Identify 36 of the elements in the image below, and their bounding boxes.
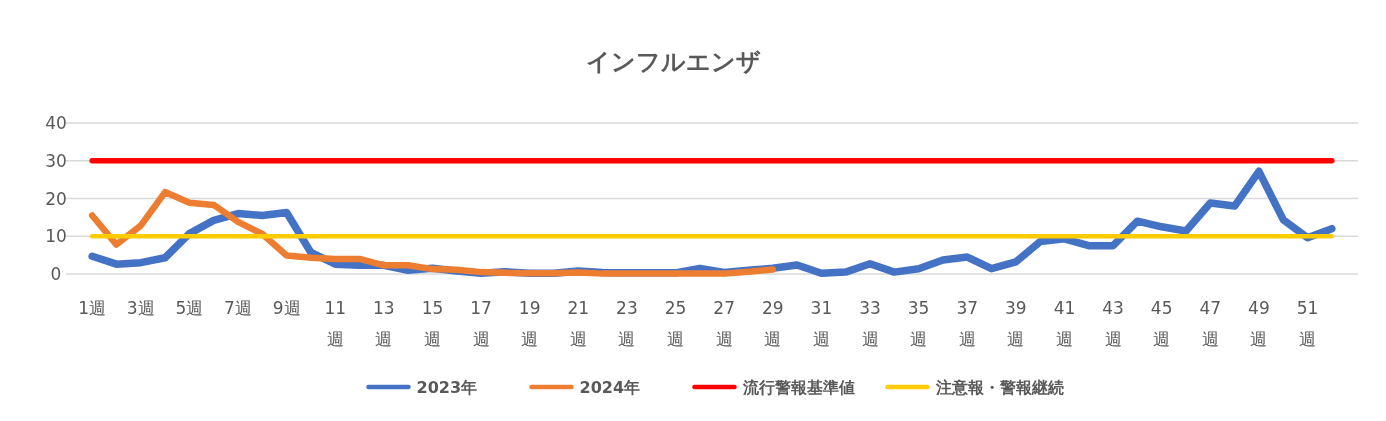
x-tick-label: 49週 [1248,298,1270,349]
y-tick-label: 10 [45,226,67,247]
x-tick-label: 39週 [1005,298,1027,349]
x-tick-label: 51週 [1296,298,1319,349]
x-tick-label: 43週 [1102,298,1124,349]
x-tick-label: 15週 [421,298,444,349]
y-tick-label: 40 [45,113,67,133]
x-tick-label: 17週 [470,298,492,349]
x-tick-label: 25週 [664,298,687,349]
x-tick-label: 45週 [1150,298,1173,349]
x-tick-label: 37週 [956,298,979,349]
y-tick-label: 0 [50,264,62,284]
x-tick-label: 31週 [810,298,833,349]
x-tick-label: 23週 [616,298,638,349]
x-tick-label: 21週 [567,298,590,349]
legend-label: 流行警報基準値 [741,378,855,397]
x-tick-label: 19週 [518,298,541,349]
x-tick-label: 1週 [78,298,107,318]
x-tick-label: 9週 [272,298,301,318]
y-tick-label: 30 [45,150,67,171]
legend-label: 2024年 [579,378,641,397]
y-tick-label: 20 [45,188,67,209]
x-tick-label: 3週 [126,298,155,318]
x-tick-label: 33週 [859,298,881,349]
x-tick-label: 29週 [761,298,784,349]
x-tick-label: 5週 [175,298,204,318]
x-tick-label: 11週 [324,298,347,349]
x-tick-label: 47週 [1199,298,1222,349]
legend-label: 注意報・警報継続 [934,378,1064,397]
x-tick-label: 41週 [1053,298,1076,349]
x-tick-label: 27週 [713,298,735,349]
x-tick-label: 35週 [907,298,930,349]
x-tick-label: 13週 [373,298,395,349]
chart-title: インフルエンザ [585,48,761,76]
x-tick-label: 7週 [224,298,252,318]
legend-label: 2023年 [416,378,478,397]
